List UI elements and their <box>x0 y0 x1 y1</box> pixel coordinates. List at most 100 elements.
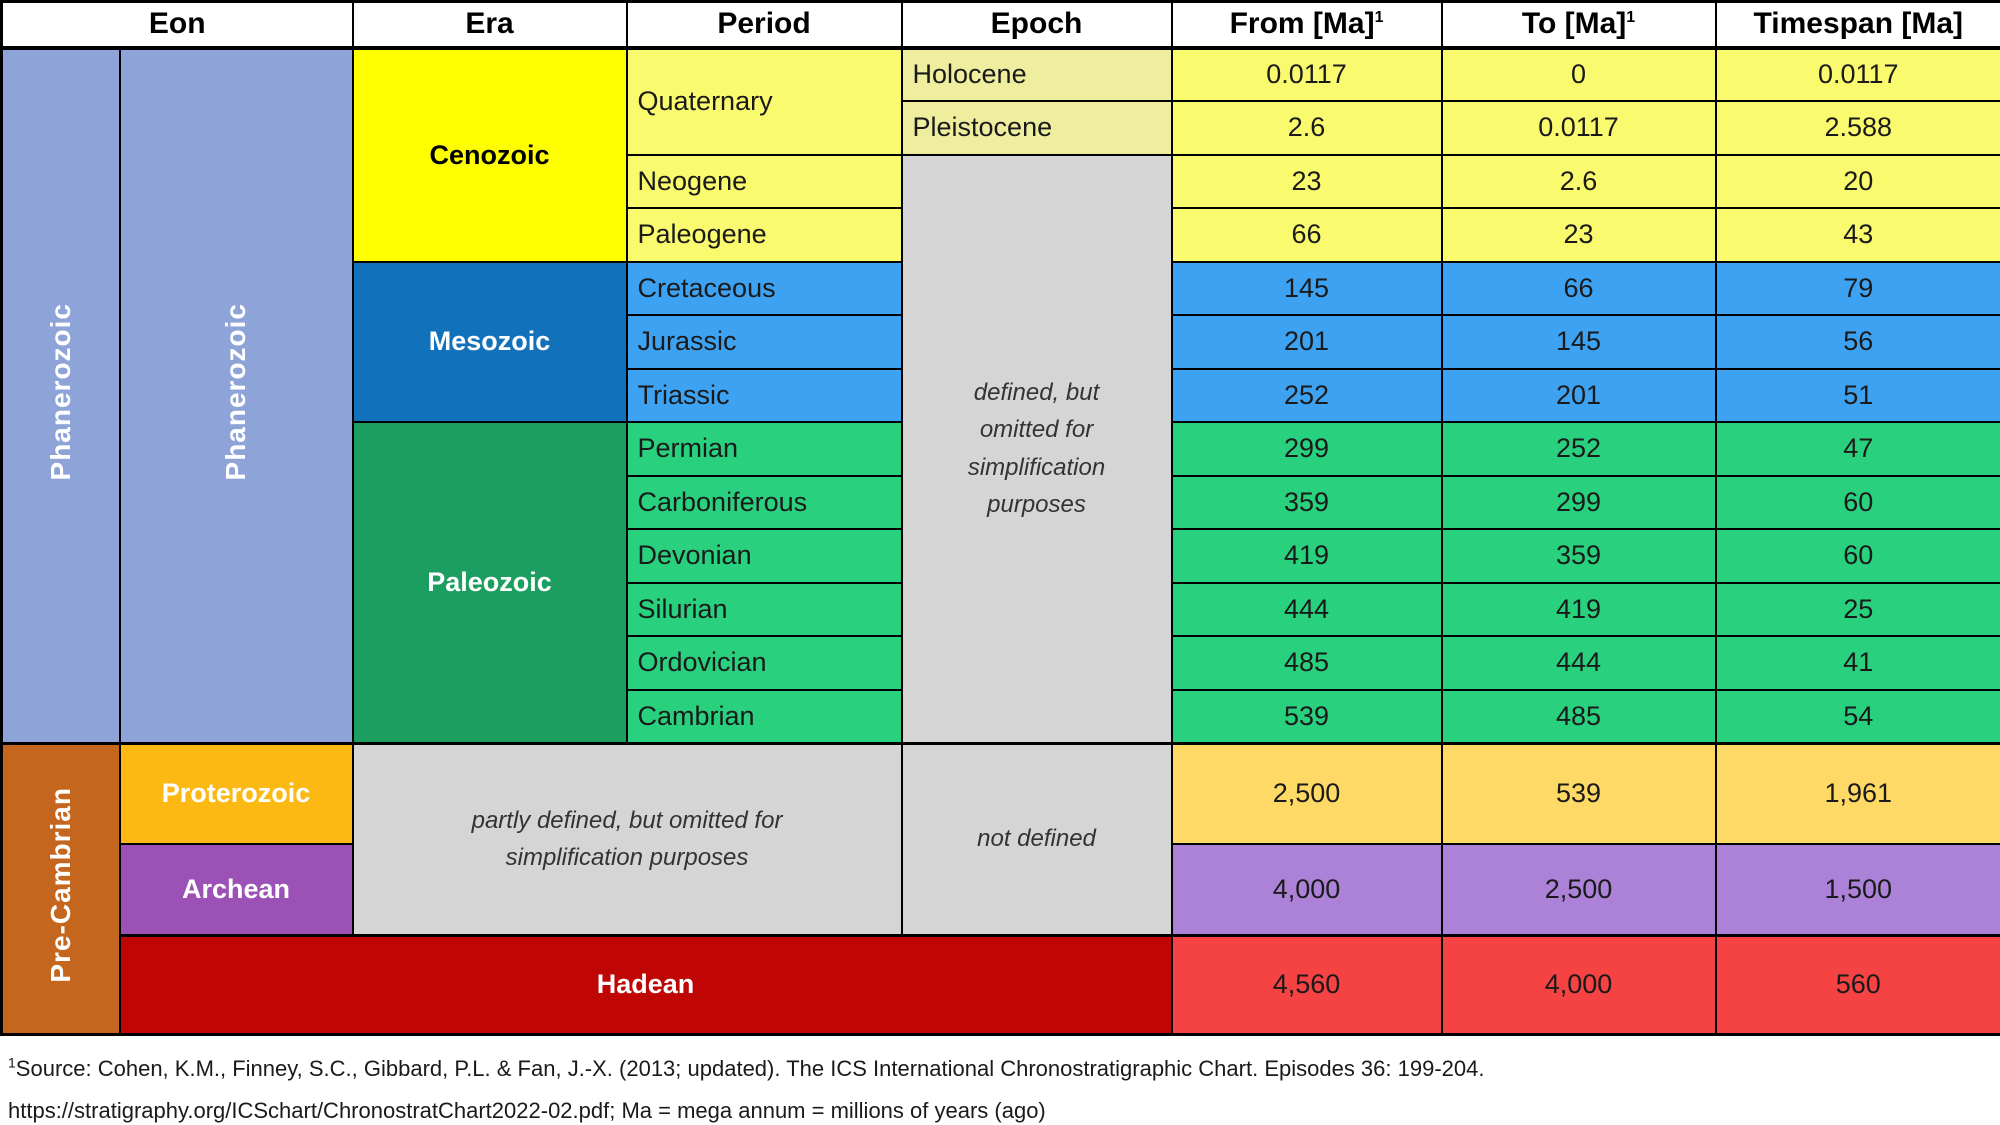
era-cell-mesozoic: Mesozoic <box>351 260 628 423</box>
to-value: 539 <box>1440 741 1717 845</box>
row-permian: Paleozoic Permian 299 252 47 <box>2 421 2000 744</box>
to-value: 2,500 <box>1440 843 1717 936</box>
epoch-cell-pleistocene: Pleistocene <box>900 100 1173 156</box>
footnote-superscript: 1 <box>8 1054 16 1071</box>
from-value: 0.0117 <box>1170 46 1443 102</box>
era-cell-cenozoic: Cenozoic <box>351 46 628 263</box>
era-placeholder-cell: partly defined, but omitted for simplifi… <box>351 741 903 936</box>
from-value: 299 <box>1170 421 1443 477</box>
from-value: 4,560 <box>1170 933 1443 1035</box>
timespan-value: 60 <box>1714 528 2000 584</box>
header-to-label: To [Ma] <box>1521 7 1627 41</box>
timespan-value: 1,961 <box>1714 741 2000 845</box>
header-row: Eon Era Period Epoch From [Ma]1 To [Ma]1… <box>0 0 2000 50</box>
to-value: 299 <box>1440 474 1717 530</box>
footnote-superscript: 1 <box>1374 9 1384 27</box>
epoch-placeholder-text: defined, but omitted for simplification … <box>967 379 1106 518</box>
footnote-line-1-text: Source: Cohen, K.M., Finney, S.C., Gibba… <box>15 1055 1485 1081</box>
from-value: 485 <box>1170 635 1443 691</box>
from-value: 419 <box>1170 528 1443 584</box>
row-proterozoic: Pre-Cambrian Proterozoic partly defined,… <box>0 741 2000 1035</box>
from-value: 2.6 <box>1170 100 1443 156</box>
to-value: 359 <box>1440 528 1717 584</box>
to-value: 4,000 <box>1440 933 1717 1035</box>
timespan-value: 560 <box>1714 933 2000 1035</box>
timespan-value: 79 <box>1714 260 2000 316</box>
period-cell-paleogene: Paleogene <box>625 207 903 263</box>
row-pleistocene: Pleistocene 2.6 0.0117 2.588 <box>2 100 2000 156</box>
eon-label-precambrian: Pre-Cambrian <box>44 787 76 983</box>
row-cambrian: Cambrian 539 485 54 <box>2 688 2000 744</box>
header-from-label: From [Ma] <box>1229 7 1375 41</box>
period-cell-neogene: Neogene <box>625 153 903 209</box>
period-cell-quaternary: Quaternary <box>625 46 903 156</box>
source-footnote: 1Source: Cohen, K.M., Finney, S.C., Gibb… <box>0 1035 2000 1125</box>
eon-cell-phanerozoic-inner: Phanerozoic <box>118 46 354 744</box>
row-devonian: Devonian 419 359 60 <box>2 528 2000 584</box>
row-silurian: Silurian 444 419 25 <box>2 581 2000 637</box>
to-value: 201 <box>1440 367 1717 423</box>
era-placeholder-text: partly defined, but omitted for simplifi… <box>471 806 783 871</box>
header-cell-era: Era <box>351 0 628 50</box>
row-holocene: Phanerozoic Phanerozoic Cenozoic Quatern… <box>0 46 2000 744</box>
footnote-superscript: 1 <box>1626 9 1636 27</box>
row-hadean: Hadean 4,560 4,000 560 <box>2 933 2000 1035</box>
timespan-value: 51 <box>1714 367 2000 423</box>
to-value: 485 <box>1440 688 1717 744</box>
header-cell-epoch: Epoch <box>900 0 1173 50</box>
eon-label-phanerozoic: Phanerozoic <box>220 303 251 481</box>
period-cell-triassic: Triassic <box>625 367 903 423</box>
from-value: 66 <box>1170 207 1443 263</box>
geologic-time-table: Eon Era Period Epoch From [Ma]1 To [Ma]1… <box>0 0 2000 1036</box>
to-value: 145 <box>1440 314 1717 370</box>
to-value: 23 <box>1440 207 1717 263</box>
timespan-value: 0.0117 <box>1714 46 2000 102</box>
eon-cell-precambrian: Pre-Cambrian <box>0 741 121 1035</box>
period-cell-carboniferous: Carboniferous <box>625 474 903 530</box>
timespan-value: 60 <box>1714 474 2000 530</box>
from-value: 444 <box>1170 581 1443 637</box>
timespan-value: 54 <box>1714 688 2000 744</box>
header-cell-from: From [Ma]1 <box>1170 0 1443 50</box>
footnote-line-2: https://stratigraphy.org/ICSchart/Chrono… <box>8 1090 1992 1125</box>
from-value: 201 <box>1170 314 1443 370</box>
timespan-value: 25 <box>1714 581 2000 637</box>
row-archean: Archean 4,000 2,500 1,500 <box>2 843 2000 936</box>
from-value: 252 <box>1170 367 1443 423</box>
to-value: 419 <box>1440 581 1717 637</box>
period-cell-ordovician: Ordovician <box>625 635 903 691</box>
period-cell-cretaceous: Cretaceous <box>625 260 903 316</box>
timespan-value: 41 <box>1714 635 2000 691</box>
from-value: 145 <box>1170 260 1443 316</box>
row-neogene: Neogene defined, but omitted for simplif… <box>2 153 2000 744</box>
to-value: 0.0117 <box>1440 100 1717 156</box>
header-cell-period: Period <box>625 0 903 50</box>
timespan-value: 20 <box>1714 153 2000 209</box>
eon-label-phanerozoic: Phanerozoic <box>44 303 76 481</box>
footnote-line-2-text: https://stratigraphy.org/ICSchart/Chrono… <box>8 1098 1046 1124</box>
era-cell-paleozoic: Paleozoic <box>351 421 628 744</box>
to-value: 444 <box>1440 635 1717 691</box>
row-ordovician: Ordovician 485 444 41 <box>2 635 2000 691</box>
timespan-value: 2.588 <box>1714 100 2000 156</box>
to-value: 252 <box>1440 421 1717 477</box>
epoch-cell-holocene: Holocene <box>900 46 1173 102</box>
from-value: 23 <box>1170 153 1443 209</box>
eon-cell-phanerozoic-outer: Phanerozoic <box>0 46 121 744</box>
from-value: 4,000 <box>1170 843 1443 936</box>
row-jurassic: Jurassic 201 145 56 <box>2 314 2000 370</box>
row-carboniferous: Carboniferous 359 299 60 <box>2 474 2000 530</box>
epoch-not-defined-text: not defined <box>977 825 1096 853</box>
period-cell-cambrian: Cambrian <box>625 688 903 744</box>
header-cell-timespan: Timespan [Ma] <box>1714 0 2000 50</box>
to-value: 0 <box>1440 46 1717 102</box>
from-value: 539 <box>1170 688 1443 744</box>
period-cell-silurian: Silurian <box>625 581 903 637</box>
row-paleogene: Paleogene 66 23 43 <box>2 207 2000 263</box>
era-cell-proterozoic: Proterozoic <box>118 741 354 845</box>
to-value: 66 <box>1440 260 1717 316</box>
footnote-line-1: 1Source: Cohen, K.M., Finney, S.C., Gibb… <box>8 1048 1992 1091</box>
period-cell-devonian: Devonian <box>625 528 903 584</box>
header-cell-to: To [Ma]1 <box>1440 0 1717 50</box>
